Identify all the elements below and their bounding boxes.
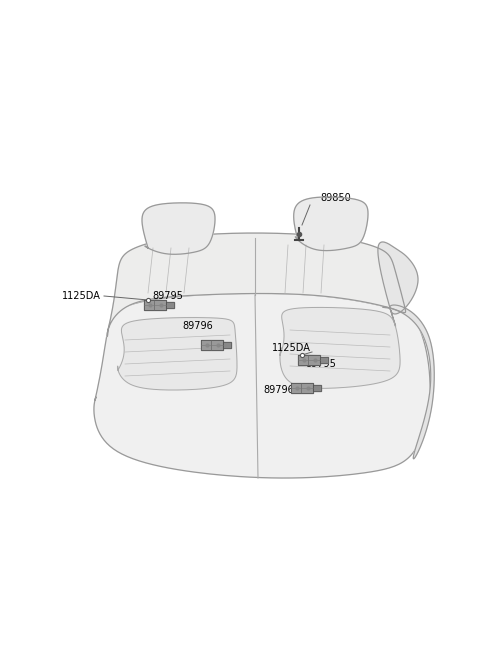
Text: 89795: 89795: [152, 291, 183, 301]
Polygon shape: [320, 357, 328, 363]
Polygon shape: [294, 197, 368, 251]
Polygon shape: [280, 307, 400, 388]
Polygon shape: [383, 305, 434, 458]
Text: 89796: 89796: [182, 321, 213, 331]
Polygon shape: [298, 355, 320, 365]
Text: 89796: 89796: [263, 385, 294, 395]
Polygon shape: [107, 233, 406, 337]
Polygon shape: [166, 302, 174, 308]
Polygon shape: [223, 342, 231, 348]
Text: 1125DA: 1125DA: [272, 343, 311, 353]
Polygon shape: [201, 340, 223, 350]
Polygon shape: [378, 242, 418, 326]
Polygon shape: [313, 385, 321, 391]
Text: 1125DA: 1125DA: [62, 291, 101, 301]
Text: 89795: 89795: [305, 359, 336, 369]
Polygon shape: [142, 203, 215, 254]
Text: 89850: 89850: [320, 193, 351, 203]
Polygon shape: [291, 383, 313, 393]
Polygon shape: [94, 293, 430, 478]
Polygon shape: [118, 318, 237, 390]
Polygon shape: [144, 300, 166, 310]
